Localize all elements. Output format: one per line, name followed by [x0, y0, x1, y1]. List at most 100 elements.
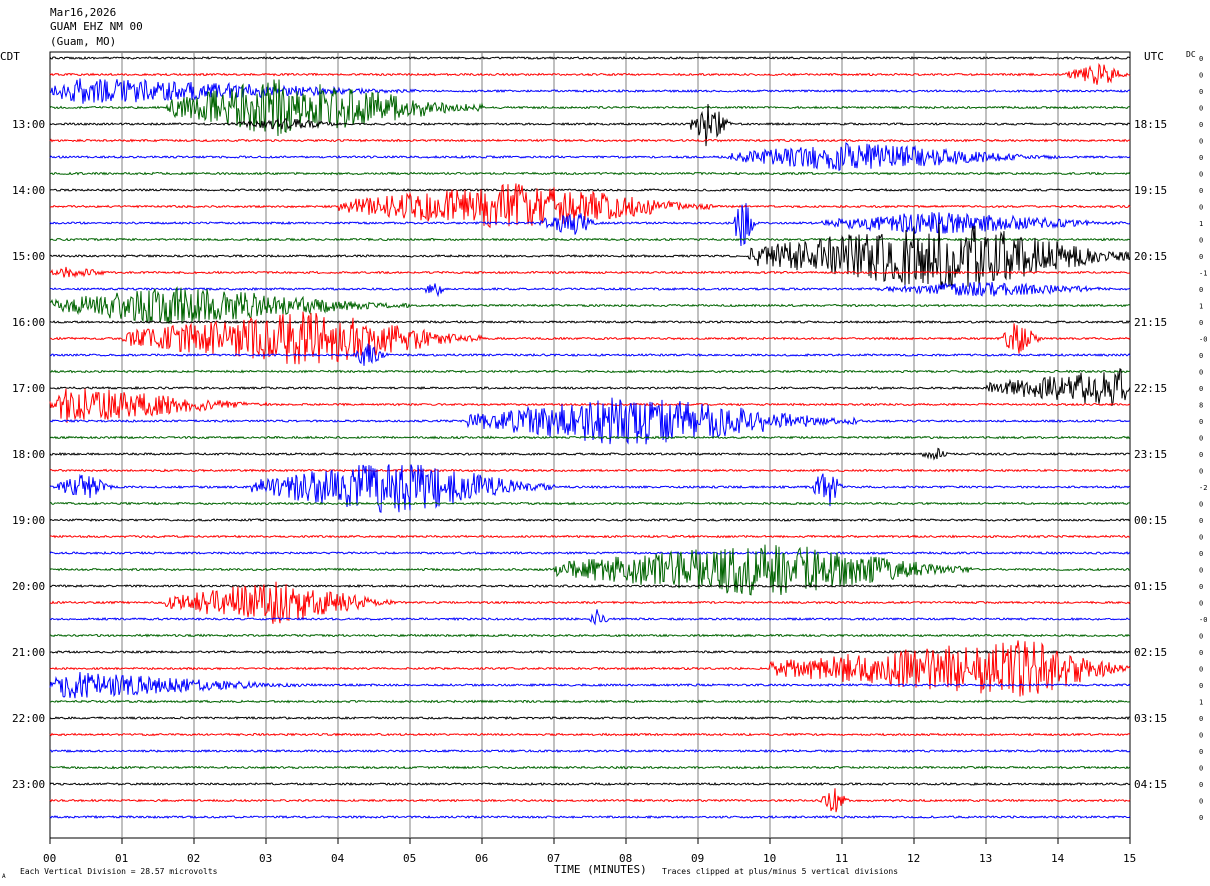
x-tick-label-08: 08 [619, 852, 632, 865]
x-tick-label-02: 02 [187, 852, 200, 865]
left-time-label-13:00: 13:00 [12, 118, 45, 131]
trace-29 [49, 534, 1131, 539]
right-time-label-03:15: 03:15 [1134, 712, 1167, 725]
trace-33 [49, 581, 1131, 624]
seismic-traces [49, 55, 1131, 819]
trace-44 [49, 781, 1131, 787]
trace-35 [49, 633, 1131, 638]
trace-39 [49, 699, 1131, 704]
dc-offset-26: -2 [1199, 484, 1207, 492]
trace-22 [49, 397, 1131, 445]
dc-offset-36: 0 [1199, 649, 1203, 657]
trace-10 [49, 203, 1131, 247]
dc-offset-16: 0 [1199, 319, 1203, 327]
x-tick-label-11: 11 [835, 852, 848, 865]
dc-offset-28: 0 [1199, 517, 1203, 525]
trace-31 [49, 544, 1131, 596]
dc-offset-37: 0 [1199, 666, 1203, 674]
left-time-label-19:00: 19:00 [12, 514, 45, 527]
x-tick-label-04: 04 [331, 852, 345, 865]
x-tick-label-12: 12 [907, 852, 920, 865]
x-tick-label-00: 00 [43, 852, 56, 865]
trace-27 [49, 501, 1131, 506]
dc-offset-25: 0 [1199, 468, 1203, 476]
dc-offset-42: 0 [1199, 748, 1203, 756]
dc-offset-7: 0 [1199, 171, 1203, 179]
trace-32 [49, 583, 1131, 588]
left-time-label-21:00: 21:00 [12, 646, 45, 659]
dc-offset-9: 0 [1199, 204, 1203, 212]
dc-offset-column: 0 0 0 0 0 0 0 0 0 0 1 0 0 -1 0 1 0 -0 0 0 0 8 0 0 0 0 -2 0 0 0 0 0 0 0 -0 0… [1199, 55, 1207, 822]
trace-17 [49, 311, 1131, 365]
dc-offset-17: -0 [1199, 336, 1207, 344]
x-tick-label-05: 05 [403, 852, 416, 865]
x-tick-label-09: 09 [691, 852, 704, 865]
dc-offset-1: 0 [1199, 72, 1203, 80]
trace-20 [50, 367, 1131, 406]
left-timezone-label: CDT [0, 50, 20, 63]
dc-offset-34: -0 [1199, 616, 1207, 624]
right-time-label-18:15: 18:15 [1134, 118, 1167, 131]
right-time-labels: 18:15 19:15 20:15 21:15 22:15 23:15 00:15 01:15… [1134, 118, 1167, 791]
trace-13 [49, 266, 1131, 279]
right-time-label-00:15: 00:15 [1134, 514, 1167, 527]
dc-offset-27: 0 [1199, 501, 1203, 509]
dc-offset-19: 0 [1199, 369, 1203, 377]
trace-18 [49, 343, 1131, 366]
dc-offset-44: 0 [1199, 781, 1203, 789]
trace-25 [49, 468, 1131, 473]
dc-offset-3: 0 [1199, 105, 1203, 113]
dc-offset-6: 0 [1199, 154, 1203, 162]
left-time-label-14:00: 14:00 [12, 184, 45, 197]
trace-15 [49, 286, 1131, 324]
trace-14 [49, 281, 1131, 298]
left-time-label-22:00: 22:00 [12, 712, 45, 725]
dc-offset-5: 0 [1199, 138, 1203, 146]
right-time-label-02:15: 02:15 [1134, 646, 1167, 659]
dc-offset-35: 0 [1199, 633, 1203, 641]
left-time-label-18:00: 18:00 [12, 448, 45, 461]
header-station: GUAM EHZ NM 00 [50, 20, 143, 33]
dc-offset-38: 0 [1199, 682, 1203, 690]
trace-7 [49, 171, 1131, 176]
trace-34 [49, 609, 1131, 626]
x-tick-label-06: 06 [475, 852, 488, 865]
trace-45 [49, 788, 1131, 813]
trace-8 [49, 188, 1131, 192]
dc-offset-39: 1 [1199, 699, 1203, 707]
dc-offset-40: 0 [1199, 715, 1203, 723]
trace-9 [50, 183, 1131, 229]
trace-4 [49, 103, 1131, 147]
clip-note: Traces clipped at plus/minus 5 vertical … [662, 867, 898, 876]
dc-offset-10: 1 [1199, 220, 1203, 228]
x-axis-ticks: 00 01 02 03 04 05 06 07 08 09 10 11 12 13 14 15 [43, 838, 1136, 865]
dc-offset-12: 0 [1199, 253, 1203, 261]
dc-offset-4: 0 [1199, 121, 1203, 129]
dc-offset-15: 1 [1199, 303, 1203, 311]
left-time-label-20:00: 20:00 [12, 580, 45, 593]
trace-23 [49, 435, 1131, 440]
dc-offset-2: 0 [1199, 88, 1203, 96]
corner-mark: A [2, 873, 6, 880]
trace-30 [49, 550, 1131, 555]
trace-3 [49, 79, 1131, 137]
right-time-label-19:15: 19:15 [1134, 184, 1167, 197]
trace-36 [49, 650, 1131, 655]
dc-offset-46: 0 [1199, 814, 1203, 822]
right-time-label-22:15: 22:15 [1134, 382, 1167, 395]
dc-offset-29: 0 [1199, 534, 1203, 542]
dc-offset-0: 0 [1199, 55, 1203, 63]
trace-43 [50, 765, 1131, 770]
left-time-label-17:00: 17:00 [12, 382, 45, 395]
right-timezone-label: UTC [1144, 50, 1164, 63]
trace-0 [49, 55, 1131, 60]
right-time-label-23:15: 23:15 [1134, 448, 1167, 461]
dc-offset-41: 0 [1199, 732, 1203, 740]
trace-28 [49, 518, 1131, 523]
trace-26 [49, 464, 1131, 513]
dc-offset-18: 0 [1199, 352, 1203, 360]
left-time-label-16:00: 16:00 [12, 316, 45, 329]
x-tick-label-15: 15 [1123, 852, 1136, 865]
